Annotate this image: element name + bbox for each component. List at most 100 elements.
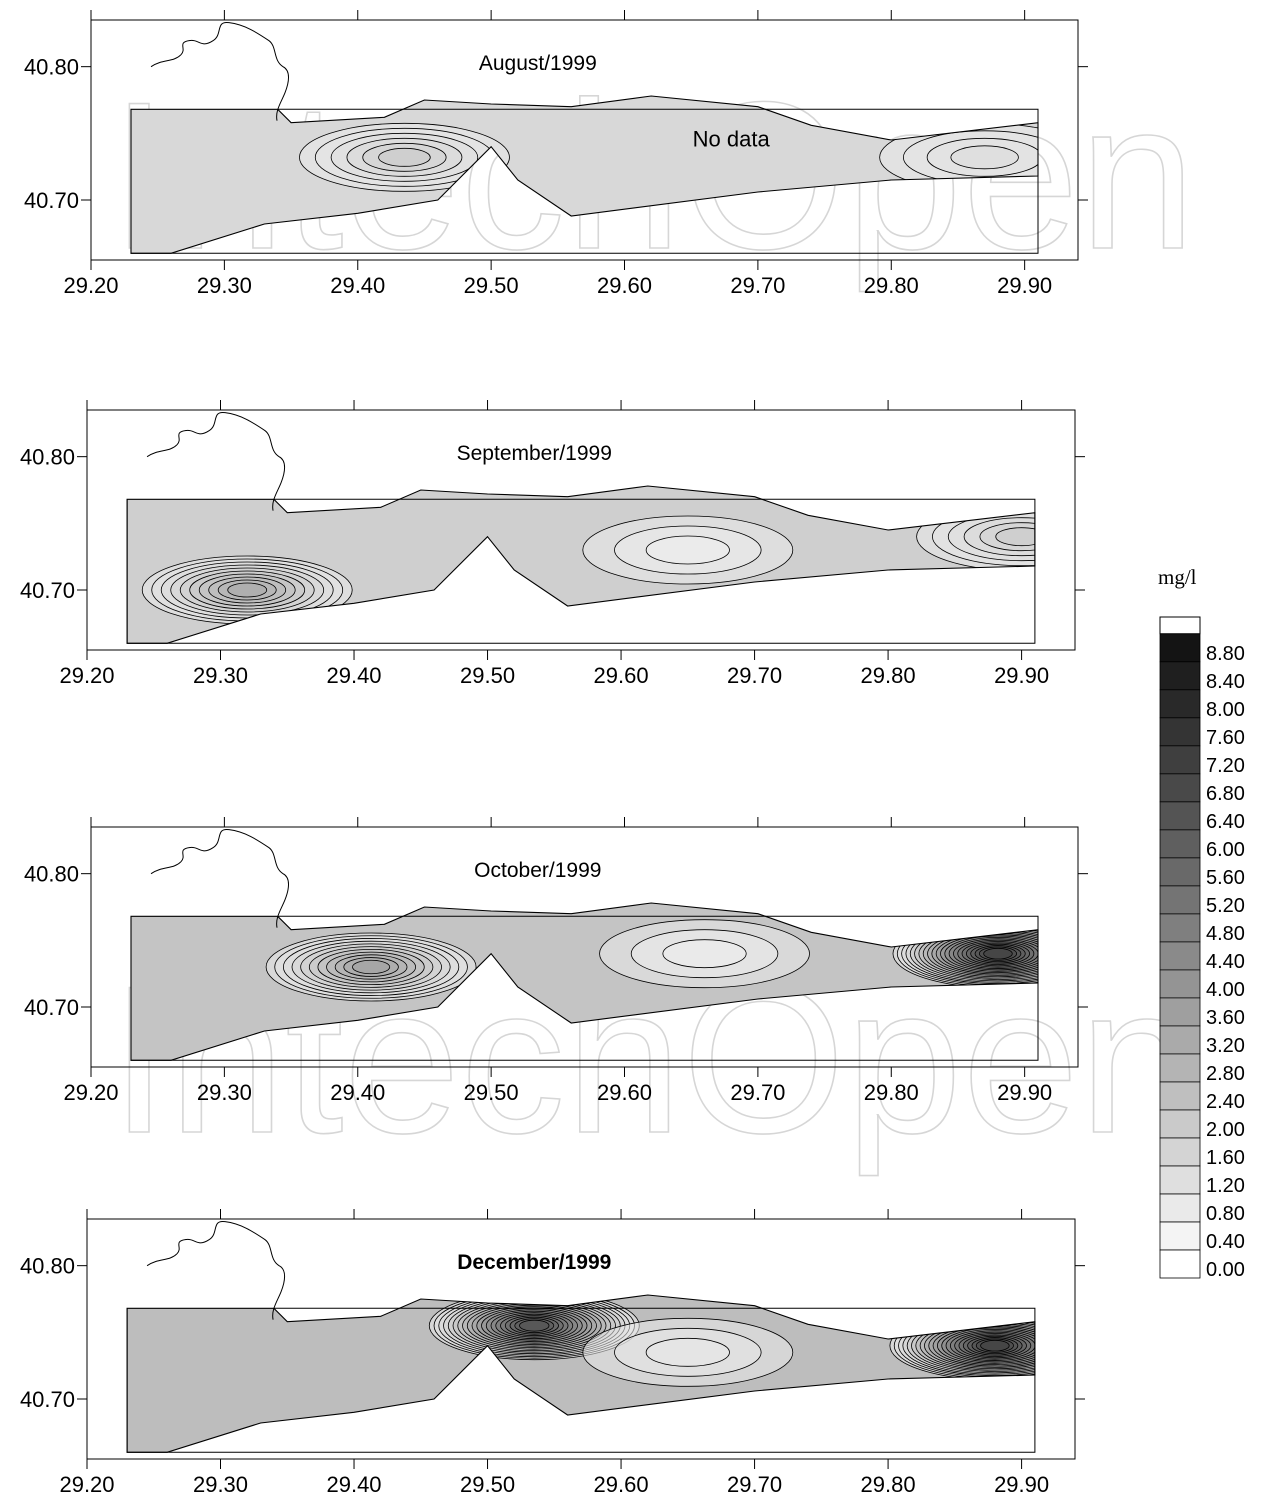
y-tick-label: 40.80	[20, 445, 75, 470]
y-tick-label: 40.80	[20, 1254, 75, 1279]
legend-swatch	[1159, 1193, 1201, 1223]
legend-swatch	[1159, 913, 1201, 943]
legend-swatch	[1159, 1053, 1201, 1083]
legend-level-label: 8.80	[1206, 643, 1245, 665]
x-tick-label: 29.60	[594, 1472, 649, 1497]
contour-ring-0	[352, 959, 391, 975]
legend-level-label: 1.60	[1206, 1147, 1245, 1169]
x-tick-label: 29.90	[997, 1080, 1052, 1105]
x-tick-label: 29.50	[460, 1472, 515, 1497]
x-tick-label: 29.30	[193, 663, 248, 688]
legend-swatch-top	[1159, 616, 1201, 635]
y-tick-label: 40.70	[24, 188, 79, 213]
x-tick-label: 29.90	[997, 273, 1052, 298]
legend-swatch	[1159, 969, 1201, 999]
coastline	[150, 22, 290, 121]
x-tick-label: 29.20	[59, 663, 114, 688]
coastline	[146, 1221, 286, 1320]
y-tick-label: 40.80	[24, 862, 79, 887]
legend-level-label: 6.00	[1206, 839, 1245, 861]
x-tick-label: 29.90	[994, 663, 1049, 688]
legend-swatch	[1159, 1165, 1201, 1195]
legend-swatch	[1159, 885, 1201, 915]
contour-ring-0	[519, 1319, 550, 1332]
x-tick-label: 29.40	[330, 1080, 385, 1105]
x-tick-label: 29.80	[864, 273, 919, 298]
x-tick-label: 29.40	[326, 663, 381, 688]
legend-swatch	[1159, 1137, 1201, 1167]
legend-level-label: 6.40	[1206, 811, 1245, 833]
legend-swatch	[1159, 997, 1201, 1027]
legend-swatch	[1159, 801, 1201, 831]
contour-ring-0	[378, 147, 431, 167]
panel-4: 29.20 29.30 29.40 29.50 29.60 29.70 29.80 29.90…	[20, 1209, 1085, 1497]
legend-level-label: 2.40	[1206, 1091, 1245, 1113]
legend-swatch	[1159, 633, 1201, 663]
legend-level-label: 0.80	[1206, 1203, 1245, 1225]
panel-title: August/1999	[479, 52, 597, 75]
contour-ring-2	[980, 1339, 1010, 1352]
legend-level-label: 7.20	[1206, 755, 1245, 777]
legend-swatch	[1159, 1025, 1201, 1055]
plot-frame	[90, 19, 1079, 261]
legend-level-label: 3.20	[1206, 1035, 1245, 1057]
panel-title: December/1999	[457, 1251, 611, 1274]
x-tick-label: 29.70	[727, 663, 782, 688]
x-tick-label: 29.70	[730, 1080, 785, 1105]
legend-swatch	[1159, 941, 1201, 971]
legend-swatch	[1159, 1221, 1201, 1251]
x-tick-label: 29.70	[730, 273, 785, 298]
contour-lines	[428, 1295, 1035, 1387]
contour-ring-1	[645, 535, 730, 565]
y-tick-label: 40.70	[20, 1387, 75, 1412]
colorbar-legend: mg/l 8.80 8.40 8.00 7.60 7.20 6.80 6.40 6.00 5.6…	[1158, 565, 1245, 1281]
x-tick-label: 29.40	[330, 273, 385, 298]
y-tick-label: 40.70	[20, 578, 75, 603]
contour-ring-2	[995, 527, 1035, 547]
contour-ring-2	[983, 947, 1013, 960]
x-tick-label: 29.50	[460, 663, 515, 688]
legend-swatch	[1159, 745, 1201, 775]
x-tick-label: 29.60	[597, 1080, 652, 1105]
x-tick-label: 29.50	[464, 1080, 519, 1105]
water-body-fill	[127, 1295, 1035, 1453]
panel-2: 29.20 29.30 29.40 29.50 29.60 29.70 29.80 29.90…	[20, 400, 1085, 688]
y-tick-label: 40.70	[24, 995, 79, 1020]
legend-level-label: 6.80	[1206, 783, 1245, 805]
x-tick-label: 29.80	[861, 663, 916, 688]
coastline	[150, 829, 290, 928]
x-tick-label: 29.20	[63, 273, 118, 298]
panel-1: 29.20 29.30 29.40 29.50 29.60 29.70 29.80 29.90…	[24, 10, 1088, 298]
x-tick-label: 29.60	[594, 663, 649, 688]
x-tick-label: 29.80	[864, 1080, 919, 1105]
legend-swatch	[1159, 1109, 1201, 1139]
legend-level-label: 2.00	[1206, 1119, 1245, 1141]
legend-swatch	[1159, 661, 1201, 691]
x-tick-label: 29.20	[59, 1472, 114, 1497]
legend-swatch	[1159, 689, 1201, 719]
shoreline	[126, 1294, 1036, 1453]
legend-level-label: 4.00	[1206, 979, 1245, 1001]
coastline	[146, 412, 286, 511]
no-data-annotation: No data	[693, 127, 771, 152]
x-tick-label: 29.60	[597, 273, 652, 298]
legend-swatch	[1159, 857, 1201, 887]
contour-ring-0	[227, 582, 268, 598]
legend-level-label: 1.20	[1206, 1175, 1245, 1197]
y-tick-label: 40.80	[24, 55, 79, 80]
x-tick-label: 29.30	[197, 1080, 252, 1105]
contour-ring-1	[950, 145, 1019, 170]
legend-level-label: 7.60	[1206, 727, 1245, 749]
x-tick-label: 29.40	[326, 1472, 381, 1497]
plot-frame	[90, 826, 1079, 1068]
x-tick-label: 29.20	[63, 1080, 118, 1105]
panel-title: September/1999	[457, 442, 612, 465]
legend-level-label: 0.40	[1206, 1231, 1245, 1253]
legend-level-label: 4.80	[1206, 923, 1245, 945]
x-tick-label: 29.90	[994, 1472, 1049, 1497]
contour-ring-1	[645, 1337, 730, 1367]
legend-level-label: 3.60	[1206, 1007, 1245, 1029]
legend-unit-label: mg/l	[1158, 565, 1197, 589]
shoreline	[130, 902, 1039, 1061]
legend-swatch	[1159, 829, 1201, 859]
